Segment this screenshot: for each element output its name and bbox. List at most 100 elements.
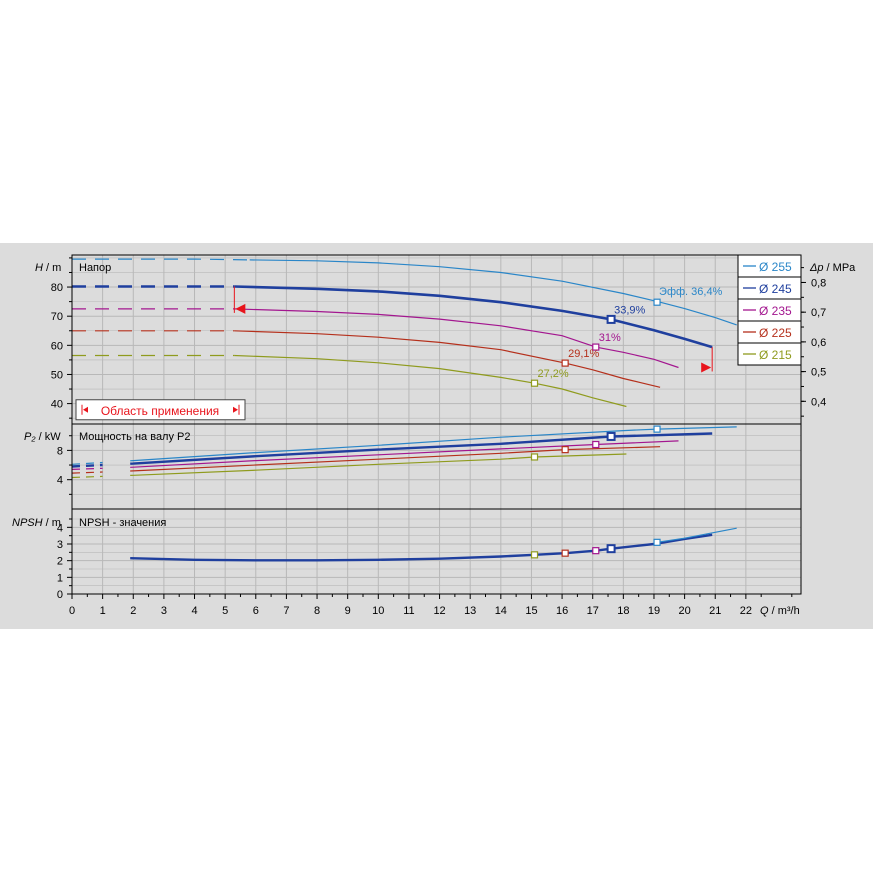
head-y-axis-label-unit: / m: [43, 262, 61, 274]
power-bep-point-d225: [561, 446, 569, 454]
npsh-bep-point-d235: [592, 547, 600, 555]
head-bep-label-d245: 33,9%: [614, 304, 645, 316]
head-bep-point-d235: [592, 343, 600, 351]
legend-box: [737, 254, 802, 366]
head-curve-d245: [234, 285, 713, 349]
power-curve-dashed-d235: [71, 467, 103, 470]
x-tick-label: 22: [740, 605, 752, 617]
legend-entry-d255: Ø 255: [759, 260, 792, 274]
power-y-axis-label: P₂ / kW: [24, 431, 61, 443]
npsh-bep-point-d245: [606, 544, 616, 554]
dp-axis-label-unit: / MPa: [824, 262, 857, 274]
power-curve-dashed-d245: [71, 463, 103, 468]
x-tick-label: 3: [161, 605, 167, 617]
dp-tick-label: 0,4: [811, 396, 826, 408]
power-bep-point-d255: [653, 425, 661, 433]
x-tick-label: 14: [495, 605, 507, 617]
power-y-tick-label: 8: [57, 445, 63, 457]
npsh-y-tick-label: 1: [57, 572, 63, 584]
head-y-tick-label: 60: [51, 340, 63, 352]
x-tick-label: 17: [587, 605, 599, 617]
npsh-panel-frame: [71, 508, 802, 595]
npsh-y-axis-label: NPSH / m: [12, 517, 61, 529]
head-bep-point-d215: [530, 379, 539, 387]
power-curve-dashed-d215: [71, 475, 103, 479]
npsh-y-axis-label-unit: / m: [43, 517, 61, 529]
head-bep-label-d235: 31%: [599, 332, 621, 344]
x-tick-label: 9: [345, 605, 351, 617]
legend-entry-d225: Ø 225: [759, 326, 792, 340]
head-curve-dashed-d255: [72, 258, 250, 261]
x-tick-label: 13: [464, 605, 476, 617]
power-bep-point-d245: [606, 431, 616, 441]
head-y-tick-label: 80: [51, 282, 63, 294]
application-area-right-arrow-icon: [233, 406, 238, 413]
head-bep-label-d215: 27,2%: [538, 368, 569, 380]
power-y-tick-label: 4: [57, 475, 63, 487]
x-tick-label: 11: [403, 605, 414, 617]
x-tick-label: 2: [130, 605, 136, 617]
application-area-label: Область применения: [101, 404, 219, 418]
power-y-axis-label-unit: / kW: [36, 431, 62, 443]
npsh-y-tick-label: 4: [57, 522, 63, 534]
head-bep-label-d225: 29,1%: [568, 348, 599, 360]
dp-tick-label: 0,8: [811, 277, 826, 289]
head-curve-d255: [249, 259, 737, 326]
npsh-bep-point-d225: [561, 549, 569, 557]
x-tick-label: 21: [709, 605, 721, 617]
head-bep-point-d255: [653, 298, 661, 306]
npsh-y-tick-label: 3: [57, 539, 63, 551]
pump-performance-chart: 0 1 2 3 4 5 6 7 8 9 10 11 12 13 14 15 16 17 18 19 20 21 224050…: [12, 254, 856, 617]
dp-tick-label: 0,5: [811, 367, 826, 379]
head-bep-label-d255: Эфф. 36,4%: [659, 286, 723, 298]
npsh-y-axis-label-symbol: NPSH: [12, 517, 43, 529]
power-curve-d255: [130, 426, 737, 462]
x-tick-label: 18: [617, 605, 629, 617]
application-area-left-arrow-icon: [83, 406, 88, 413]
head-y-tick-label: 70: [51, 311, 63, 323]
x-tick-label: 0: [69, 605, 75, 617]
head-bep-point-d245: [606, 314, 616, 324]
head-y-tick-label: 40: [51, 399, 63, 411]
application-limit-left-arrow-icon: [235, 303, 246, 314]
head-curve-d235: [234, 308, 679, 369]
legend-entry-d235: Ø 235: [759, 304, 792, 318]
x-tick-label: 15: [525, 605, 537, 617]
pump-curve-chart-panel: 0 1 2 3 4 5 6 7 8 9 10 11 12 13 14 15 16 17 18 19 20 21 22 40 50…: [0, 243, 873, 629]
x-tick-label: 5: [222, 605, 228, 617]
npsh-y-tick-label: 0: [57, 589, 63, 601]
x-tick-label: 12: [433, 605, 445, 617]
x-tick-label: 20: [678, 605, 690, 617]
power-bep-point-d215: [530, 453, 539, 461]
npsh-panel-title: NPSH - значения: [79, 517, 166, 529]
legend-entry-d245: Ø 245: [759, 282, 792, 296]
npsh-y-tick-label: 2: [57, 556, 63, 568]
power-bep-point-d235: [592, 440, 600, 449]
x-tick-label: 1: [100, 605, 106, 617]
x-tick-label: 19: [648, 605, 660, 617]
application-area-box: [75, 399, 246, 421]
npsh-bep-point-d255: [653, 538, 661, 546]
head-y-axis-label-symbol: H: [35, 262, 43, 274]
npsh-curve-d245: [130, 533, 713, 562]
head-curve-d215: [234, 354, 627, 408]
head-y-tick-label: 50: [51, 369, 63, 381]
head-curve-d225: [234, 330, 661, 388]
dp-axis-label: Δp / MPa: [809, 262, 856, 274]
application-limit-right-arrow-icon: [701, 362, 712, 373]
dp-axis-label-symbol: Δp: [809, 262, 824, 274]
x-tick-label: 7: [283, 605, 289, 617]
power-curve-dashed-d255: [71, 461, 103, 465]
x-tick-label: 16: [556, 605, 568, 617]
x-tick-label: 4: [191, 605, 197, 617]
dp-tick-label: 0,6: [811, 337, 826, 349]
head-y-axis-label: H / m: [35, 262, 61, 274]
npsh-bep-point-d215: [530, 551, 539, 559]
x-tick-label: 6: [253, 605, 259, 617]
x-tick-label: 10: [372, 605, 384, 617]
power-curve-dashed-d225: [71, 471, 103, 474]
x-axis-label-unit: / m³/h: [769, 605, 800, 617]
x-axis-label: Q / m³/h: [760, 605, 800, 617]
power-panel-title: Мощность на валу P2: [79, 431, 191, 443]
x-tick-label: 8: [314, 605, 320, 617]
